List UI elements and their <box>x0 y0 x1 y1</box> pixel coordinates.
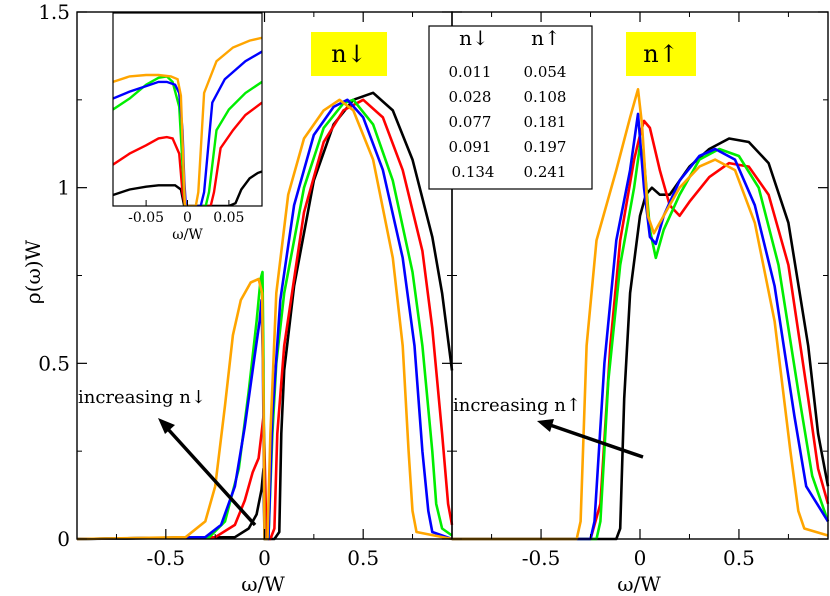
series-line-panel1-5 <box>76 98 453 541</box>
inset-x-tick-label-3: 0.05 <box>213 210 244 226</box>
panel-title-right: n↑ <box>643 40 679 68</box>
annotation-right: increasing n↑ <box>453 395 581 416</box>
annotation-right-arrowhead <box>537 419 554 432</box>
y-tick-label-1: 0 <box>57 527 70 551</box>
inset-x-tick-label-2: 0 <box>183 210 192 226</box>
x-tick-label-panel2-1: -0.5 <box>522 546 561 570</box>
legend-header-down: n↓ <box>459 26 489 50</box>
inset-series-line-5 <box>113 36 262 206</box>
panel-title-badge-left <box>311 32 387 76</box>
x-axis-label-right: ω/W <box>617 572 661 596</box>
inset-x-axis-label: ω/W <box>172 227 203 243</box>
series-line-panel2-1 <box>452 137 830 541</box>
legend-table-box <box>428 25 593 190</box>
y-axis-label: ρ(ω)W <box>21 239 45 304</box>
series-line-panel1-4 <box>76 98 453 541</box>
series-line-panel2-4 <box>452 112 830 541</box>
legend-row-4-up: 0.197 <box>524 138 567 156</box>
annotation-left-arrowhead <box>158 418 175 434</box>
legend-row-1-up: 0.054 <box>524 63 567 81</box>
series-line-panel2-5 <box>452 88 829 541</box>
legend-row-3-up: 0.181 <box>524 113 567 131</box>
x-tick-label-panel2-2: 0 <box>634 546 647 570</box>
annotation-left-arrow <box>165 426 257 527</box>
legend-row-4-down: 0.091 <box>449 138 492 156</box>
annotation-right-arrow <box>549 423 644 459</box>
series-line-panel2-3 <box>452 144 830 541</box>
inset-frame <box>112 12 263 207</box>
x-tick-label-panel1-2: 0 <box>258 546 271 570</box>
panel-title-left: n↓ <box>331 40 367 68</box>
x-axis-label-left: ω/W <box>241 572 285 596</box>
x-tick-label-panel1-1: -0.5 <box>147 546 186 570</box>
panel-title-badge-right <box>626 32 696 76</box>
series-line-panel1-1 <box>76 91 454 541</box>
x-tick-label-panel1-3: 0.5 <box>347 546 379 570</box>
inset-series-line-2 <box>113 101 262 206</box>
inset-x-tick-label-1: -0.05 <box>128 210 164 226</box>
y-tick-label-2: 0.5 <box>38 351 70 375</box>
y-tick-label-4: 1.5 <box>38 0 70 24</box>
plot-layer: -0.5 0 0.5 -0.5 0 0.5 0 0.5 1 1.5 <box>38 0 830 570</box>
legend-row-2-up: 0.108 <box>524 88 567 106</box>
annotation-left: increasing n↓ <box>78 387 206 408</box>
series-line-panel1-2 <box>76 98 454 541</box>
inset: -0.05 0 0.05 ω/W <box>112 12 263 243</box>
legend-header-up: n↑ <box>531 26 561 50</box>
legend-row-5-down: 0.134 <box>452 163 495 181</box>
inset-background <box>113 13 262 206</box>
legend-row-2-down: 0.028 <box>449 88 492 106</box>
legend-row-5-up: 0.241 <box>524 163 567 181</box>
legend-row-3-down: 0.077 <box>449 113 492 131</box>
legend-row-1-down: 0.011 <box>449 63 492 81</box>
series-line-panel1-3 <box>76 98 453 541</box>
x-tick-label-panel2-3: 0.5 <box>723 546 755 570</box>
y-tick-label-3: 1 <box>57 176 70 200</box>
